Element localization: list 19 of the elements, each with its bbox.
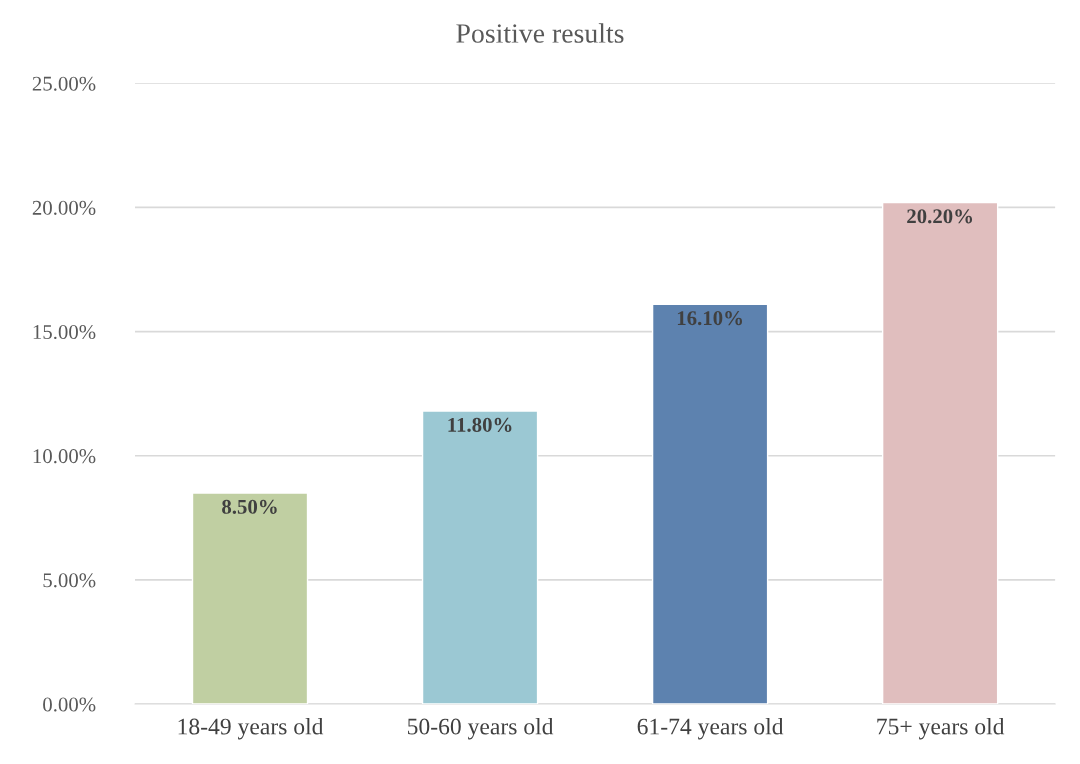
- x-tick-label: 18-49 years old: [178, 717, 324, 740]
- data-label: 20.20%: [907, 209, 973, 224]
- bar: [881, 201, 999, 705]
- data-label: 11.80%: [448, 417, 512, 432]
- data-label: 8.50%: [222, 499, 277, 514]
- y-tick-label: 10.00%: [33, 449, 96, 464]
- bar: [651, 303, 769, 705]
- y-tick-label: 15.00%: [33, 324, 96, 340]
- y-tick-label: 20.00%: [32, 200, 96, 215]
- bar: [191, 492, 309, 705]
- x-tick-label: 75+ years old: [877, 717, 1005, 740]
- data-label: 16.10%: [677, 311, 742, 326]
- chart-title: Positive results: [456, 23, 624, 43]
- x-tick-label: 61-74 years old: [637, 717, 784, 740]
- bar: [421, 410, 539, 705]
- y-tick-label: 0.00%: [43, 697, 96, 712]
- y-tick-label: 5.00%: [43, 573, 96, 588]
- x-tick-label: 50-60 years old: [407, 717, 554, 740]
- y-tick-label: 25.00%: [32, 76, 96, 91]
